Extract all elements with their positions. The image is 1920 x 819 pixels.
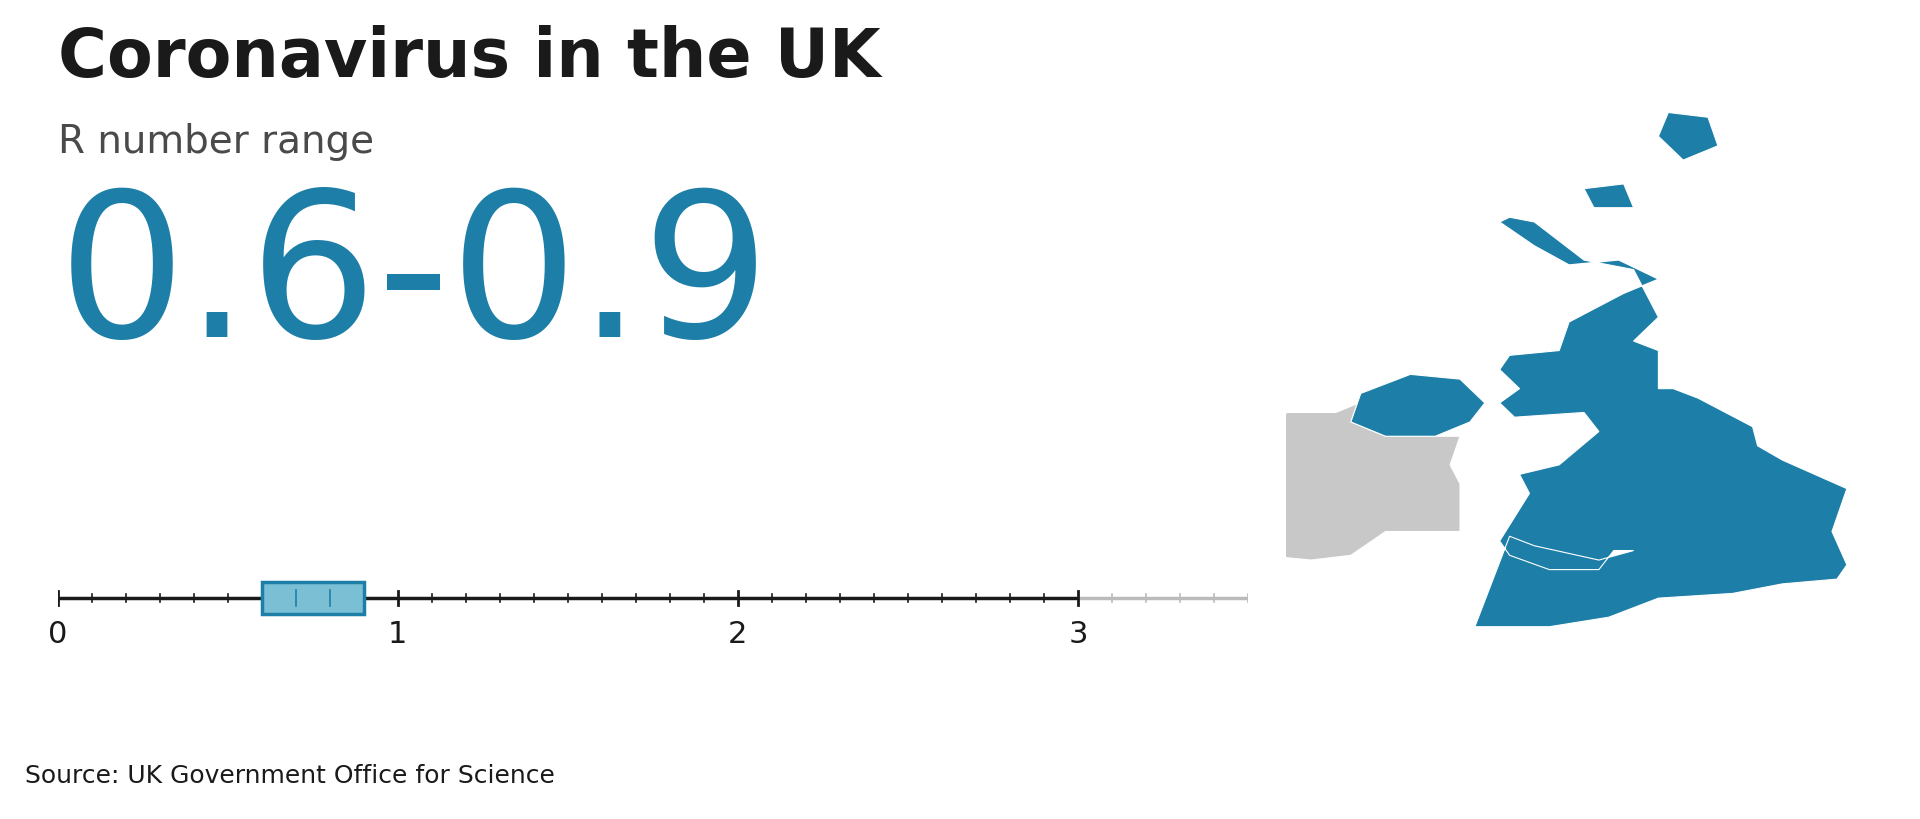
Text: 3: 3 (1068, 620, 1089, 649)
Text: 0: 0 (48, 620, 67, 649)
Text: 1: 1 (388, 620, 407, 649)
Polygon shape (1475, 217, 1847, 627)
Text: 2: 2 (728, 620, 747, 649)
FancyBboxPatch shape (261, 582, 363, 613)
Text: R number range: R number range (58, 123, 374, 161)
Text: 0.6-0.9: 0.6-0.9 (58, 184, 770, 379)
Polygon shape (1252, 374, 1459, 560)
Polygon shape (1352, 374, 1484, 437)
Polygon shape (1659, 112, 1718, 160)
Text: Coronavirus in the UK: Coronavirus in the UK (58, 25, 879, 91)
Text: Source: UK Government Office for Science: Source: UK Government Office for Science (25, 764, 555, 788)
Polygon shape (1584, 184, 1634, 208)
Text: BBC: BBC (1820, 762, 1882, 790)
